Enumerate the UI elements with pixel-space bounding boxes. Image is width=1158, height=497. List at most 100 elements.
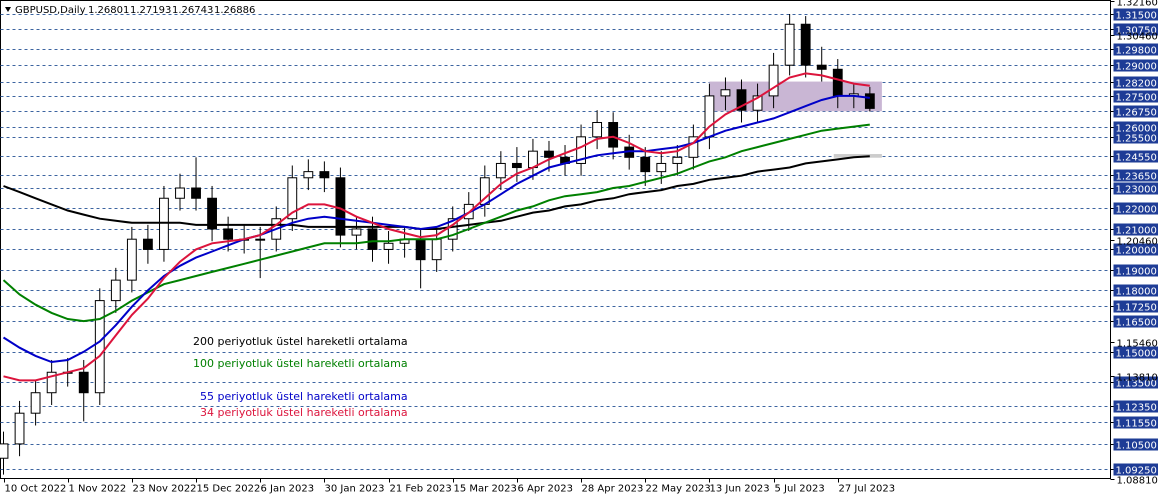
- level-label-box: [1113, 121, 1158, 134]
- close-value: 1.26886: [214, 5, 255, 16]
- candle-body: [351, 228, 362, 236]
- level-label-box: [1113, 416, 1158, 429]
- candle-body: [78, 371, 89, 394]
- open-value: 1.26801: [88, 5, 129, 16]
- moving-average: [2, 94, 870, 364]
- level-label: 1.11550: [1116, 419, 1157, 430]
- level-label: 1.21000: [1116, 226, 1157, 237]
- candle-body: [46, 371, 57, 394]
- x-tick-label: 30 Jan 2023: [325, 484, 385, 495]
- candle-body: [768, 64, 779, 97]
- candle-body: [191, 187, 201, 199]
- y-tick-label: 1.30460: [1117, 32, 1158, 43]
- level-label: 1.26000: [1116, 124, 1157, 135]
- x-tick-label: 21 Feb 2023: [390, 484, 452, 495]
- level-label-box: [1113, 284, 1158, 297]
- candle-body: [656, 162, 667, 173]
- candle-body: [832, 68, 843, 97]
- line-layer: [2, 72, 870, 382]
- candle-body: [30, 392, 41, 414]
- candle-body: [720, 89, 731, 97]
- moving-average: [2, 123, 870, 323]
- level-label: 1.23000: [1116, 185, 1157, 196]
- level-label: 1.26750: [1116, 108, 1157, 119]
- level-label: 1.25500: [1116, 134, 1157, 145]
- candle-body: [14, 412, 25, 445]
- level-label-box: [1113, 169, 1158, 182]
- level-label: 1.24550: [1116, 153, 1157, 164]
- level-label-box: [1113, 202, 1158, 215]
- level-label-box: [1113, 8, 1158, 21]
- level-label: 1.12350: [1116, 403, 1157, 414]
- x-tick-label: 15 Dec 2022: [197, 484, 261, 495]
- price-zone: [833, 154, 882, 158]
- candle-body: [816, 64, 827, 70]
- x-tick-label: 27 Jul 2023: [839, 484, 896, 495]
- level-label: 1.30750: [1116, 26, 1157, 37]
- x-tick-label: 28 Apr 2023: [582, 484, 644, 495]
- symbol: GBPUSD,Daily: [15, 5, 86, 16]
- level-label-box: [1113, 90, 1158, 103]
- legend-entry: 34 periyotluk üstel hareketli ortalama: [200, 406, 408, 419]
- menu-arrow[interactable]: [5, 7, 11, 12]
- candle-body: [511, 162, 522, 169]
- level-label-box: [1113, 463, 1158, 476]
- legend-entry: 200 periyotluk üstel hareketli ortalama: [193, 335, 408, 348]
- y-tick-label: 1.13810: [1117, 373, 1158, 384]
- x-tick-label: 1 Nov 2022: [69, 484, 127, 495]
- level-label-box: [1113, 376, 1158, 389]
- low-value: 1.26743: [172, 5, 213, 16]
- x-tick-label: 13 Jun 2023: [710, 484, 770, 495]
- level-label-box: [1113, 59, 1158, 72]
- candle-body: [415, 238, 426, 261]
- candle-body: [159, 197, 169, 250]
- candle-body: [752, 95, 763, 111]
- x-tick-label: 22 May 2023: [646, 484, 711, 495]
- x-tick-label: 6 Jan 2023: [261, 484, 315, 495]
- candle-body: [287, 177, 298, 220]
- level-label: 1.23650: [1116, 172, 1157, 183]
- candle-body: [126, 238, 137, 281]
- x-tick-label: 23 Nov 2022: [133, 484, 197, 495]
- high-value: 1.27193: [130, 5, 171, 16]
- plot-frame: [0, 0, 1111, 479]
- candle-body: [736, 89, 747, 111]
- candle-body: [544, 150, 554, 158]
- level-label: 1.19000: [1116, 267, 1157, 278]
- candle-body: [207, 197, 217, 230]
- candle-body: [447, 218, 458, 240]
- candle-body: [223, 228, 234, 240]
- level-label: 1.29000: [1116, 62, 1157, 73]
- candle-body: [142, 238, 153, 250]
- candle-body: [576, 136, 586, 164]
- candle-body: [110, 279, 121, 302]
- candle-body: [864, 93, 875, 109]
- candle-body: [672, 156, 683, 164]
- candle-body: [303, 171, 314, 179]
- level-label: 1.10500: [1116, 441, 1157, 452]
- level-label: 1.29800: [1116, 46, 1157, 57]
- level-label: 1.18000: [1116, 287, 1157, 298]
- candle-body: [319, 171, 330, 179]
- x-tick-label: 5 Jul 2023: [775, 484, 825, 495]
- legend-entry: 100 periyotluk üstel hareketli ortalama: [193, 357, 408, 370]
- level-label-box: [1113, 243, 1158, 256]
- level-label-box: [1113, 23, 1158, 36]
- candle-body: [255, 238, 266, 241]
- level-label: 1.15000: [1116, 349, 1157, 360]
- candle-body: [784, 23, 795, 66]
- axis-layer: 1.31500 1.30750 1.29800 1.29000 1.28200 1.275…: [4, 0, 1158, 495]
- level-label: 1.27500: [1116, 93, 1157, 104]
- candle-body: [175, 187, 185, 199]
- y-tick-label: 1.15460: [1117, 339, 1158, 350]
- candle-body: [431, 238, 442, 261]
- level-label-box: [1113, 346, 1158, 359]
- level-label-box: [1113, 315, 1158, 328]
- candle-body: [94, 300, 105, 394]
- x-tick-label: 15 Mar 2023: [454, 484, 517, 495]
- level-label-box: [1113, 105, 1158, 118]
- level-label: 1.20000: [1116, 246, 1157, 257]
- candle-body: [367, 228, 378, 250]
- level-label: 1.28200: [1116, 79, 1157, 90]
